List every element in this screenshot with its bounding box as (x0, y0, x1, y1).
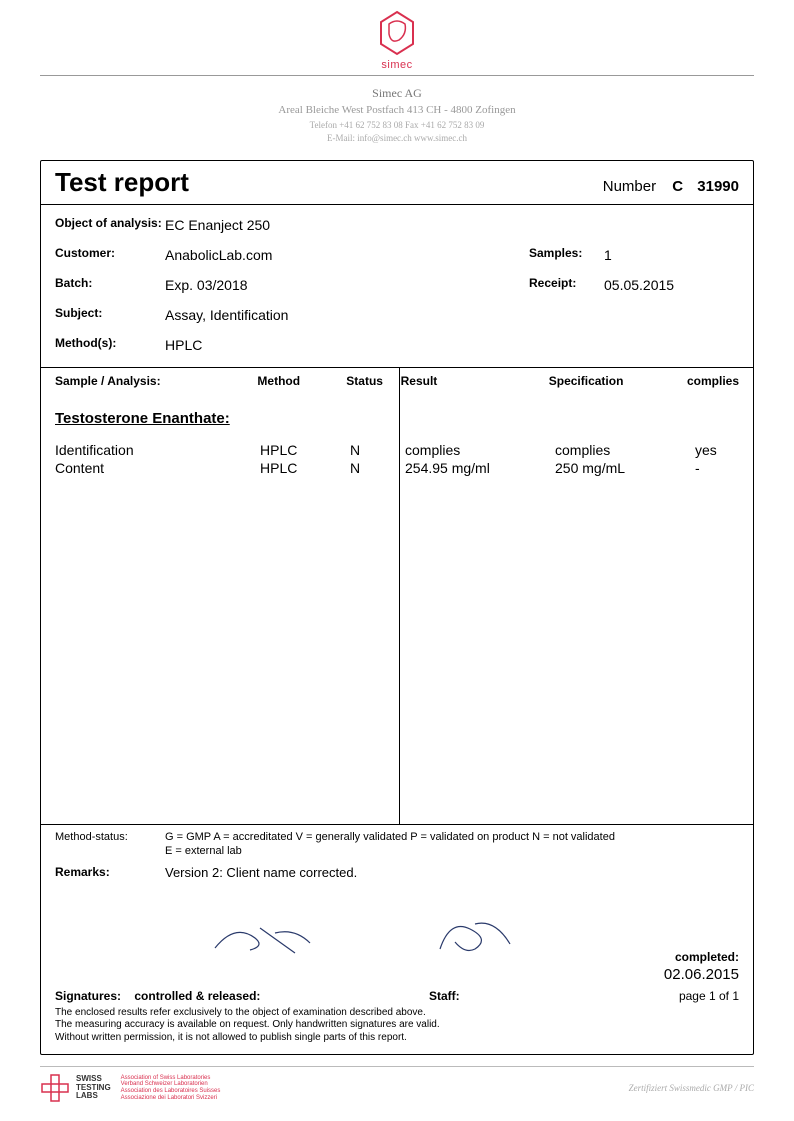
assoc-line: Association of Swiss Laboratories (121, 1075, 221, 1082)
customer-value: AnabolicLab.com (165, 247, 272, 263)
cell-analysis: Identification (55, 441, 260, 460)
header-status: Status (346, 374, 400, 388)
disclaimer-line: Without written permission, it is not al… (55, 1032, 739, 1045)
object-value: EC Enanject 250 (165, 217, 270, 233)
hexagon-logo-icon (377, 10, 417, 56)
company-name: Simec AG (40, 84, 754, 102)
analysis-header-row: Sample / Analysis: Method Status Result … (41, 368, 753, 394)
method-status-legend2: E = external lab (165, 845, 242, 857)
object-label: Object of analysis: (55, 217, 165, 233)
number-value: 31990 (697, 178, 739, 195)
report-title: Test report (55, 167, 189, 198)
cell-method: HPLC (260, 441, 350, 460)
batch-label: Batch: (55, 277, 165, 293)
cell-status: N (350, 441, 405, 460)
assoc-line: Verband Schweizer Laboratorien (121, 1081, 221, 1088)
assoc-line: Associazione dei Laboratori Svizzeri (121, 1095, 221, 1102)
page-number: page 1 of 1 (599, 989, 739, 1003)
disclaimer-line: The measuring accuracy is available on r… (55, 1019, 739, 1032)
controlled-released-label: controlled & released: (134, 989, 260, 1003)
cell-method: HPLC (260, 459, 350, 478)
completed-label: completed: (599, 950, 739, 964)
signature-released-icon (205, 918, 325, 958)
cell-status: N (350, 459, 405, 478)
company-address: Areal Bleiche West Postfach 413 CH - 480… (40, 102, 754, 119)
table-row: Identification HPLC N complies complies … (55, 441, 739, 460)
cell-spec: 250 mg/mL (555, 459, 695, 478)
disclaimer-text: The enclosed results refer exclusively t… (55, 1007, 739, 1045)
assoc-line: Association des Laboratoires Suisses (121, 1088, 221, 1095)
method-status-legend: G = GMP A = accreditated V = generally v… (165, 831, 615, 843)
company-email: E-Mail: info@simec.ch www.simec.ch (40, 132, 754, 146)
company-phone: Telefon +41 62 752 83 08 Fax +41 62 752 … (40, 119, 754, 133)
header-divider (40, 75, 754, 76)
batch-value: Exp. 03/2018 (165, 277, 248, 293)
substance-name: Testosterone Enanthate: (55, 410, 739, 427)
certification-text: Zertifiziert Swissmedic GMP / PIC (629, 1083, 754, 1093)
number-label: Number (603, 178, 656, 195)
swiss-testing-labs-logo: SWISS TESTING LABS Association of Swiss … (40, 1073, 220, 1103)
header-result: Result (401, 374, 549, 388)
staff-label: Staff: (429, 989, 460, 1003)
signature-staff-icon (425, 914, 525, 958)
title-row: Test report Number C 31990 (41, 161, 753, 205)
header-spec: Specification (549, 374, 687, 388)
cell-result: complies (405, 441, 555, 460)
meta-section: Object of analysis: EC Enanject 250 Cust… (41, 205, 753, 368)
remarks-label: Remarks: (55, 865, 165, 880)
company-logo: simec (40, 10, 754, 71)
disclaimer-line: The enclosed results refer exclusively t… (55, 1007, 739, 1020)
header-sample: Sample / Analysis: (55, 374, 257, 388)
swiss-text-3: LABS (76, 1092, 111, 1101)
cell-result: 254.95 mg/ml (405, 459, 555, 478)
receipt-label: Receipt: (529, 277, 604, 293)
table-row: Content HPLC N 254.95 mg/ml 250 mg/mL - (55, 459, 739, 478)
footer-section: Method-status: G = GMP A = accreditated … (41, 824, 753, 1055)
cell-complies: yes (695, 441, 739, 460)
methods-value: HPLC (165, 337, 202, 353)
remarks-value: Version 2: Client name corrected. (165, 865, 357, 880)
cell-analysis: Content (55, 459, 260, 478)
report-box: Test report Number C 31990 Object of ana… (40, 160, 754, 1056)
cell-complies: - (695, 459, 739, 478)
samples-label: Samples: (529, 247, 604, 263)
samples-value: 1 (604, 247, 612, 263)
swiss-cross-icon (40, 1073, 70, 1103)
methods-label: Method(s): (55, 337, 165, 353)
cell-spec: complies (555, 441, 695, 460)
company-header: Simec AG Areal Bleiche West Postfach 413… (40, 84, 754, 146)
bottom-bar: SWISS TESTING LABS Association of Swiss … (40, 1066, 754, 1103)
completed-date: 02.06.2015 (599, 966, 739, 983)
analysis-section: Sample / Analysis: Method Status Result … (41, 368, 753, 824)
signature-area: Signatures: controlled & released: Staff… (55, 950, 739, 1003)
signatures-label: Signatures: (55, 989, 121, 1003)
number-prefix: C (672, 178, 683, 195)
header-complies: complies (687, 374, 739, 388)
report-number-block: Number C 31990 (603, 178, 739, 195)
customer-label: Customer: (55, 247, 165, 263)
header-method: Method (257, 374, 346, 388)
receipt-value: 05.05.2015 (604, 277, 674, 293)
subject-value: Assay, Identification (165, 307, 288, 323)
method-status-label: Method-status: (55, 831, 165, 843)
subject-label: Subject: (55, 307, 165, 323)
logo-brand-text: simec (40, 59, 754, 71)
